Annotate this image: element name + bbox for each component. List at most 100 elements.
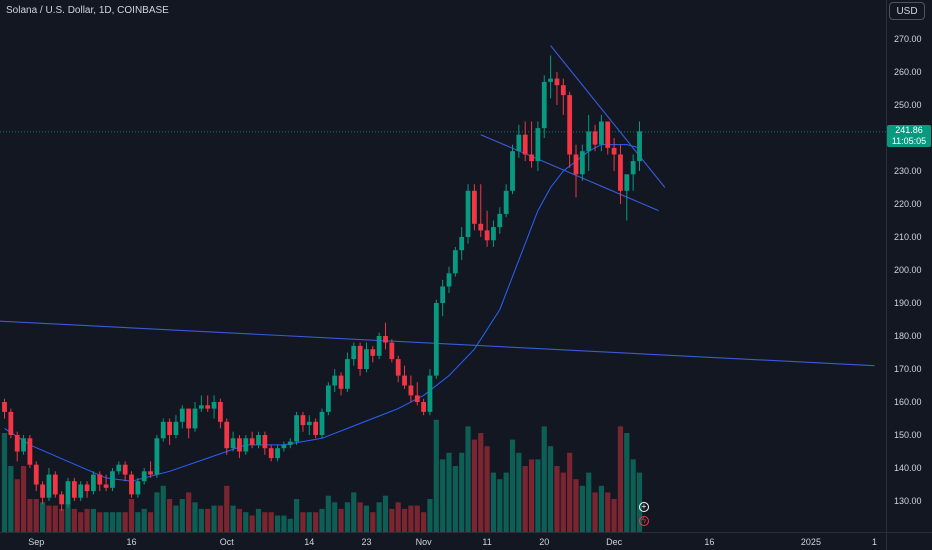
- candle-body: [624, 174, 630, 191]
- candle-body: [567, 95, 573, 155]
- candle-body: [97, 474, 103, 485]
- volume-bar: [567, 452, 573, 532]
- candle-body: [637, 131, 642, 162]
- candle-body: [2, 402, 7, 412]
- price-tick-label: 260.00: [894, 67, 922, 77]
- date-tick-label: 16: [704, 537, 714, 547]
- date-tick-label: 2025: [801, 537, 821, 547]
- volume-bar: [167, 499, 173, 532]
- lightning-icon[interactable]: ϟ: [639, 516, 649, 526]
- price-tick-label: 270.00: [894, 34, 922, 44]
- candle-body: [306, 421, 312, 426]
- plus-circle-icon[interactable]: +: [639, 502, 649, 512]
- date-tick-label: 23: [361, 537, 371, 547]
- candle-body: [364, 349, 369, 369]
- volume-bar: [249, 515, 255, 532]
- price-tick-label: 130.00: [894, 496, 922, 506]
- volume-bar: [59, 508, 65, 532]
- candle-body: [275, 448, 280, 459]
- candle-body: [383, 336, 388, 343]
- volume-bar: [84, 508, 90, 532]
- volume-bar: [52, 505, 58, 532]
- candle-body: [33, 464, 39, 485]
- trendline-upper-wedge: [550, 45, 666, 188]
- volume-bar: [255, 508, 262, 532]
- volume-bar: [40, 502, 46, 532]
- price-tick-label: 200.00: [894, 265, 922, 275]
- volume-bar: [20, 466, 27, 532]
- candle-body: [243, 438, 249, 452]
- candle-body: [376, 336, 382, 356]
- candle-body: [370, 349, 376, 356]
- volume-bar: [528, 459, 535, 532]
- candle-body: [421, 402, 426, 412]
- candle-body: [129, 474, 134, 495]
- candle-body: [218, 402, 223, 422]
- volume-bar: [440, 459, 446, 532]
- volume-bar: [27, 499, 33, 532]
- volume-bar: [103, 512, 109, 532]
- candle-body: [281, 444, 287, 449]
- candle-body: [357, 345, 363, 369]
- volume-bar: [186, 492, 192, 532]
- volume-bar: [274, 515, 281, 532]
- candle-body: [319, 411, 325, 435]
- candle-body: [560, 85, 566, 96]
- candle-body: [332, 375, 338, 386]
- candle-body: [91, 474, 96, 492]
- volume-bar: [471, 439, 477, 532]
- candle-body: [198, 405, 204, 409]
- volume-bar: [281, 515, 287, 532]
- price-tick-label: 190.00: [894, 298, 922, 308]
- volume-bar: [344, 502, 350, 532]
- date-tick-label: Oct: [220, 537, 235, 547]
- volume-bar: [90, 508, 96, 532]
- volume-bar: [535, 459, 541, 532]
- candle-body: [211, 402, 217, 409]
- price-tick-label: 250.00: [894, 100, 922, 110]
- candle-body: [592, 131, 598, 145]
- volume-bar: [160, 485, 166, 532]
- volume-bar: [109, 512, 116, 532]
- volume-bar: [427, 499, 433, 532]
- date-tick-label: Sep: [28, 537, 44, 547]
- volume-bar: [154, 492, 160, 532]
- volume-bar: [554, 466, 560, 532]
- candle-body: [21, 438, 26, 452]
- volume-bar: [509, 439, 516, 532]
- trendline-lower-wedge: [480, 134, 659, 212]
- volume-bar: [325, 495, 331, 532]
- candle-body: [414, 395, 420, 402]
- volume-bar: [357, 502, 363, 532]
- candle-body: [249, 438, 255, 445]
- candle-body: [154, 438, 160, 475]
- volume-bar: [268, 512, 274, 532]
- candle-body: [541, 81, 547, 129]
- candle-body: [389, 342, 395, 360]
- candle-body: [160, 421, 166, 439]
- candle-body: [14, 435, 20, 452]
- volume-bar: [332, 502, 338, 532]
- volume-bar: [414, 505, 420, 532]
- volume-bar: [217, 505, 223, 532]
- volume-bar: [408, 505, 414, 532]
- candle-body: [268, 448, 274, 459]
- candle-body: [503, 190, 509, 214]
- volume-bar: [382, 495, 389, 532]
- date-tick-label: 1: [872, 537, 877, 547]
- candle-body: [27, 438, 33, 465]
- candle-body: [52, 474, 58, 495]
- volume-bar: [198, 508, 204, 532]
- price-tick-label: 160.00: [894, 397, 922, 407]
- volume-bar: [1, 433, 8, 532]
- volume-bar: [490, 472, 497, 532]
- volume-bar: [446, 452, 452, 532]
- volume-bar: [541, 426, 547, 532]
- volume-bar: [65, 502, 71, 532]
- candle-body: [122, 464, 128, 475]
- symbol-title[interactable]: Solana / U.S. Dollar, 1D, COINBASE: [6, 5, 169, 16]
- candle-body: [338, 375, 344, 389]
- currency-button[interactable]: USD: [889, 2, 925, 20]
